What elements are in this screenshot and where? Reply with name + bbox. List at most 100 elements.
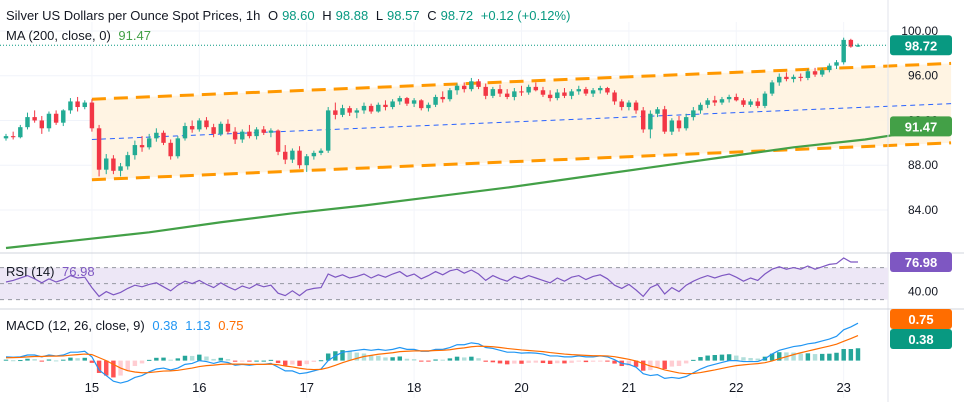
macd-histogram-bar xyxy=(104,360,109,376)
macd-histogram-bar xyxy=(648,360,653,371)
macd-histogram-bar xyxy=(540,360,546,364)
macd-histogram-bar xyxy=(533,360,539,363)
macd-histogram-bar xyxy=(225,359,231,361)
macd-histogram-bar xyxy=(712,355,718,361)
ohlc-high: 98.88 xyxy=(335,8,369,23)
candle-body xyxy=(354,110,360,113)
macd-value: 0.38 xyxy=(152,318,178,333)
macd-histogram-bar xyxy=(612,360,617,364)
candle-body xyxy=(390,101,395,108)
macd-histogram-bar xyxy=(676,360,682,367)
rsi-value-tag: 76.98 xyxy=(905,255,938,270)
macd-histogram-bar xyxy=(805,353,811,361)
macd-histogram-bar xyxy=(161,357,166,361)
macd-histogram-bar xyxy=(855,348,861,361)
ohlc-open-key: O xyxy=(267,8,279,23)
macd-histogram-bar xyxy=(311,360,317,362)
macd-histogram-bar xyxy=(89,360,95,363)
candle-body xyxy=(419,100,424,109)
candle-body xyxy=(476,81,481,87)
candle-body xyxy=(662,109,667,132)
candle-body xyxy=(447,90,453,100)
candle-body xyxy=(383,104,388,108)
candle-body xyxy=(433,96,438,105)
macd-histogram-bar xyxy=(483,360,488,362)
candle-body xyxy=(512,91,517,97)
candle-body xyxy=(275,130,281,152)
ma-value-tag: 91.47 xyxy=(905,119,938,134)
ohlc-close: 98.72 xyxy=(440,8,474,23)
candle-body xyxy=(376,104,381,112)
macd-histogram-bar xyxy=(490,360,496,363)
last-price-tag: 98.72 xyxy=(905,38,938,53)
candle-body xyxy=(10,136,16,138)
y-tick-label: 88.00 xyxy=(908,158,938,172)
macd-histogram-bar xyxy=(598,360,603,362)
macd-histogram-bar xyxy=(741,357,746,361)
candle-body xyxy=(784,76,789,80)
macd-histogram-bar xyxy=(841,349,846,361)
y-tick-label: 100.00 xyxy=(901,24,938,38)
macd-histogram-bar xyxy=(111,360,116,378)
candle-body xyxy=(605,88,610,93)
candle-body xyxy=(204,120,209,128)
macd-histogram-bar xyxy=(719,354,725,361)
candle-body xyxy=(89,102,95,129)
macd-histogram-bar xyxy=(240,360,245,362)
candle-body xyxy=(855,45,861,47)
candle-body xyxy=(504,93,510,97)
x-tick-label: 15 xyxy=(85,380,99,395)
candle-body xyxy=(75,101,80,108)
macd-histogram-bar xyxy=(247,360,252,362)
macd-histogram-bar xyxy=(655,360,660,368)
candle-body xyxy=(526,86,531,93)
candle-body xyxy=(669,120,675,132)
macd-histogram-bar xyxy=(726,354,732,361)
candle-body xyxy=(540,90,546,95)
macd-histogram-bar xyxy=(433,359,438,361)
ma-line xyxy=(5,125,952,250)
macd-histogram-bar xyxy=(32,359,37,361)
candle-body xyxy=(705,100,710,105)
candle-body xyxy=(848,39,854,47)
macd-histogram-bar xyxy=(626,360,632,366)
candle-body xyxy=(598,88,603,91)
macd-histogram-bar xyxy=(461,357,467,361)
macd-histogram-bar xyxy=(275,360,281,364)
macd-histogram-bar xyxy=(75,358,80,361)
ma-value: 91.47 xyxy=(118,28,151,43)
candle-body xyxy=(426,104,431,109)
ohlc-high-key: H xyxy=(322,8,332,23)
candle-body xyxy=(211,127,216,134)
ohlc-close-key: C xyxy=(427,8,437,23)
macd-histogram-bar xyxy=(698,357,703,361)
candle-body xyxy=(139,145,145,148)
candle-body xyxy=(61,110,66,123)
rsi-line xyxy=(5,257,859,298)
candle-body xyxy=(46,113,52,129)
candle-body xyxy=(175,138,181,157)
candle-body xyxy=(712,100,718,103)
candle-body xyxy=(325,110,331,151)
candle-body xyxy=(719,99,725,103)
macd-histogram-bar xyxy=(583,360,589,363)
candle-body xyxy=(82,102,87,108)
candle-body xyxy=(805,71,811,78)
candle-body xyxy=(111,158,116,171)
macd-histogram-bar xyxy=(46,359,52,361)
macd-histogram-bar xyxy=(10,360,16,362)
candle-body xyxy=(741,100,746,105)
ohlc-low-key: L xyxy=(375,8,384,23)
macd-histogram-bar xyxy=(512,360,517,364)
macd-histogram-bar xyxy=(848,349,854,361)
macd-histogram-bar xyxy=(218,357,224,361)
macd-histogram-bar xyxy=(734,355,739,361)
rsi-tag-bg xyxy=(890,252,952,273)
rsi-legend: RSI (14) 76.98 xyxy=(6,264,99,279)
candle-body xyxy=(154,132,159,139)
candle-body xyxy=(555,92,560,99)
candle-body xyxy=(633,102,639,111)
macd-histogram-bar xyxy=(318,360,324,362)
candle-body xyxy=(569,91,574,96)
candle-body xyxy=(247,131,252,137)
